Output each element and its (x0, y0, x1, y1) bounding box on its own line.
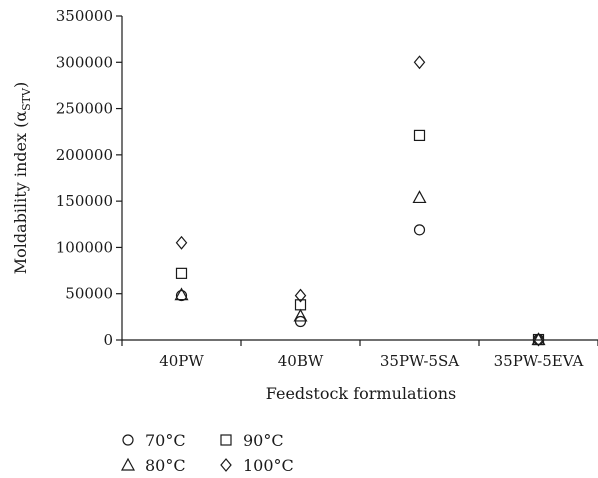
y-tick-label: 0 (103, 331, 113, 349)
legend-circle-icon (122, 434, 134, 446)
triangle-point (412, 190, 427, 204)
legend-label: 100°C (243, 456, 294, 475)
y-tick-label: 150000 (56, 192, 113, 210)
legend-square-icon (220, 434, 232, 446)
circle-point (175, 289, 188, 302)
y-tick-label: 350000 (56, 7, 113, 25)
diamond-point (532, 332, 545, 347)
y-axis-title: Moldability index (αSTV) (11, 82, 33, 274)
y-tick-label: 50000 (65, 285, 113, 303)
triangle-point (174, 287, 189, 301)
x-axis-title: Feedstock formulations (266, 384, 456, 403)
data-points (174, 55, 546, 347)
y-tick-label: 100000 (56, 238, 113, 256)
x-tick-label: 35PW-5EVA (494, 352, 584, 370)
legend-label: 80°C (145, 456, 186, 475)
y-tick-label: 250000 (56, 100, 113, 118)
x-tick-label: 35PW-5SA (380, 352, 459, 370)
legend-label: 70°C (145, 431, 186, 450)
y-axis-title-subscript: STV (20, 87, 33, 111)
square-point (175, 267, 188, 279)
diamond-point (413, 55, 426, 70)
y-tick-label: 300000 (56, 53, 113, 71)
x-tick-label: 40BW (278, 352, 324, 370)
legend-triangle-icon (120, 457, 136, 471)
x-axis-ticks: 40PW 40BW 35PW-5SA 35PW-5EVA (121, 340, 598, 370)
triangle-point (293, 308, 308, 322)
x-tick-label: 40PW (159, 352, 204, 370)
diamond-point (294, 288, 307, 303)
legend: 70°C 90°C 80°C 100°C (120, 431, 294, 475)
square-point (294, 299, 307, 311)
circle-point (413, 224, 426, 236)
axes (121, 16, 598, 341)
y-axis-title-close: ) (11, 82, 30, 88)
y-tick-label: 200000 (56, 146, 113, 164)
legend-label: 90°C (243, 431, 284, 450)
y-axis-ticks: 0 50000 100000 150000 200000 250000 300000 3500… (56, 7, 122, 349)
legend-diamond-icon (220, 458, 232, 472)
square-point (413, 129, 426, 142)
diamond-point (175, 235, 188, 250)
